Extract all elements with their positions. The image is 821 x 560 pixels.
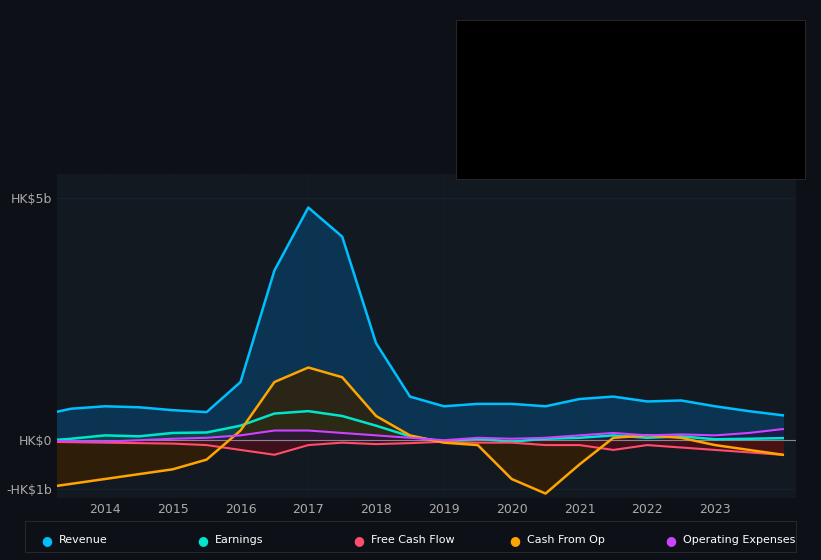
Text: Cash From Op: Cash From Op xyxy=(527,535,605,545)
Text: ●: ● xyxy=(509,534,520,547)
Text: ●: ● xyxy=(41,534,52,547)
Text: Earnings: Earnings xyxy=(215,535,264,545)
Text: Revenue: Revenue xyxy=(59,535,108,545)
Text: ●: ● xyxy=(509,534,520,547)
Text: ●: ● xyxy=(197,534,208,547)
Text: HK$513.810m: HK$513.810m xyxy=(599,43,686,53)
Text: Free Cash Flow: Free Cash Flow xyxy=(371,535,455,545)
Text: ●: ● xyxy=(665,534,676,547)
Text: Earnings: Earnings xyxy=(215,535,264,545)
Text: Cash From Op: Cash From Op xyxy=(466,133,544,143)
Text: Cash From Op: Cash From Op xyxy=(527,535,605,545)
Text: Free Cash Flow: Free Cash Flow xyxy=(466,110,549,120)
Text: /yr: /yr xyxy=(706,43,725,53)
Text: Revenue: Revenue xyxy=(466,43,514,53)
Text: -HK$299.903m: -HK$299.903m xyxy=(599,133,692,143)
Text: Free Cash Flow: Free Cash Flow xyxy=(371,535,455,545)
Text: Operating Expenses: Operating Expenses xyxy=(683,535,796,545)
Text: Dec 31 2023: Dec 31 2023 xyxy=(466,24,562,38)
Text: /yr: /yr xyxy=(706,133,725,143)
Text: /yr: /yr xyxy=(706,66,725,76)
Text: Operating Expenses: Operating Expenses xyxy=(683,535,796,545)
Text: ●: ● xyxy=(197,534,208,547)
Text: Revenue: Revenue xyxy=(59,535,108,545)
Text: /yr: /yr xyxy=(706,110,725,120)
Text: 8.3% profit margin: 8.3% profit margin xyxy=(599,88,697,98)
Text: /yr: /yr xyxy=(706,155,725,165)
Text: Earnings: Earnings xyxy=(466,66,514,76)
Text: Operating Expenses: Operating Expenses xyxy=(466,155,578,165)
Text: ●: ● xyxy=(353,534,364,547)
Text: HK$42.684m: HK$42.684m xyxy=(599,66,680,76)
Text: HK$229.950m: HK$229.950m xyxy=(599,155,687,165)
Text: ●: ● xyxy=(353,534,364,547)
Text: ●: ● xyxy=(41,534,52,547)
Text: -HK$302.323m: -HK$302.323m xyxy=(599,110,691,120)
Text: ●: ● xyxy=(665,534,676,547)
